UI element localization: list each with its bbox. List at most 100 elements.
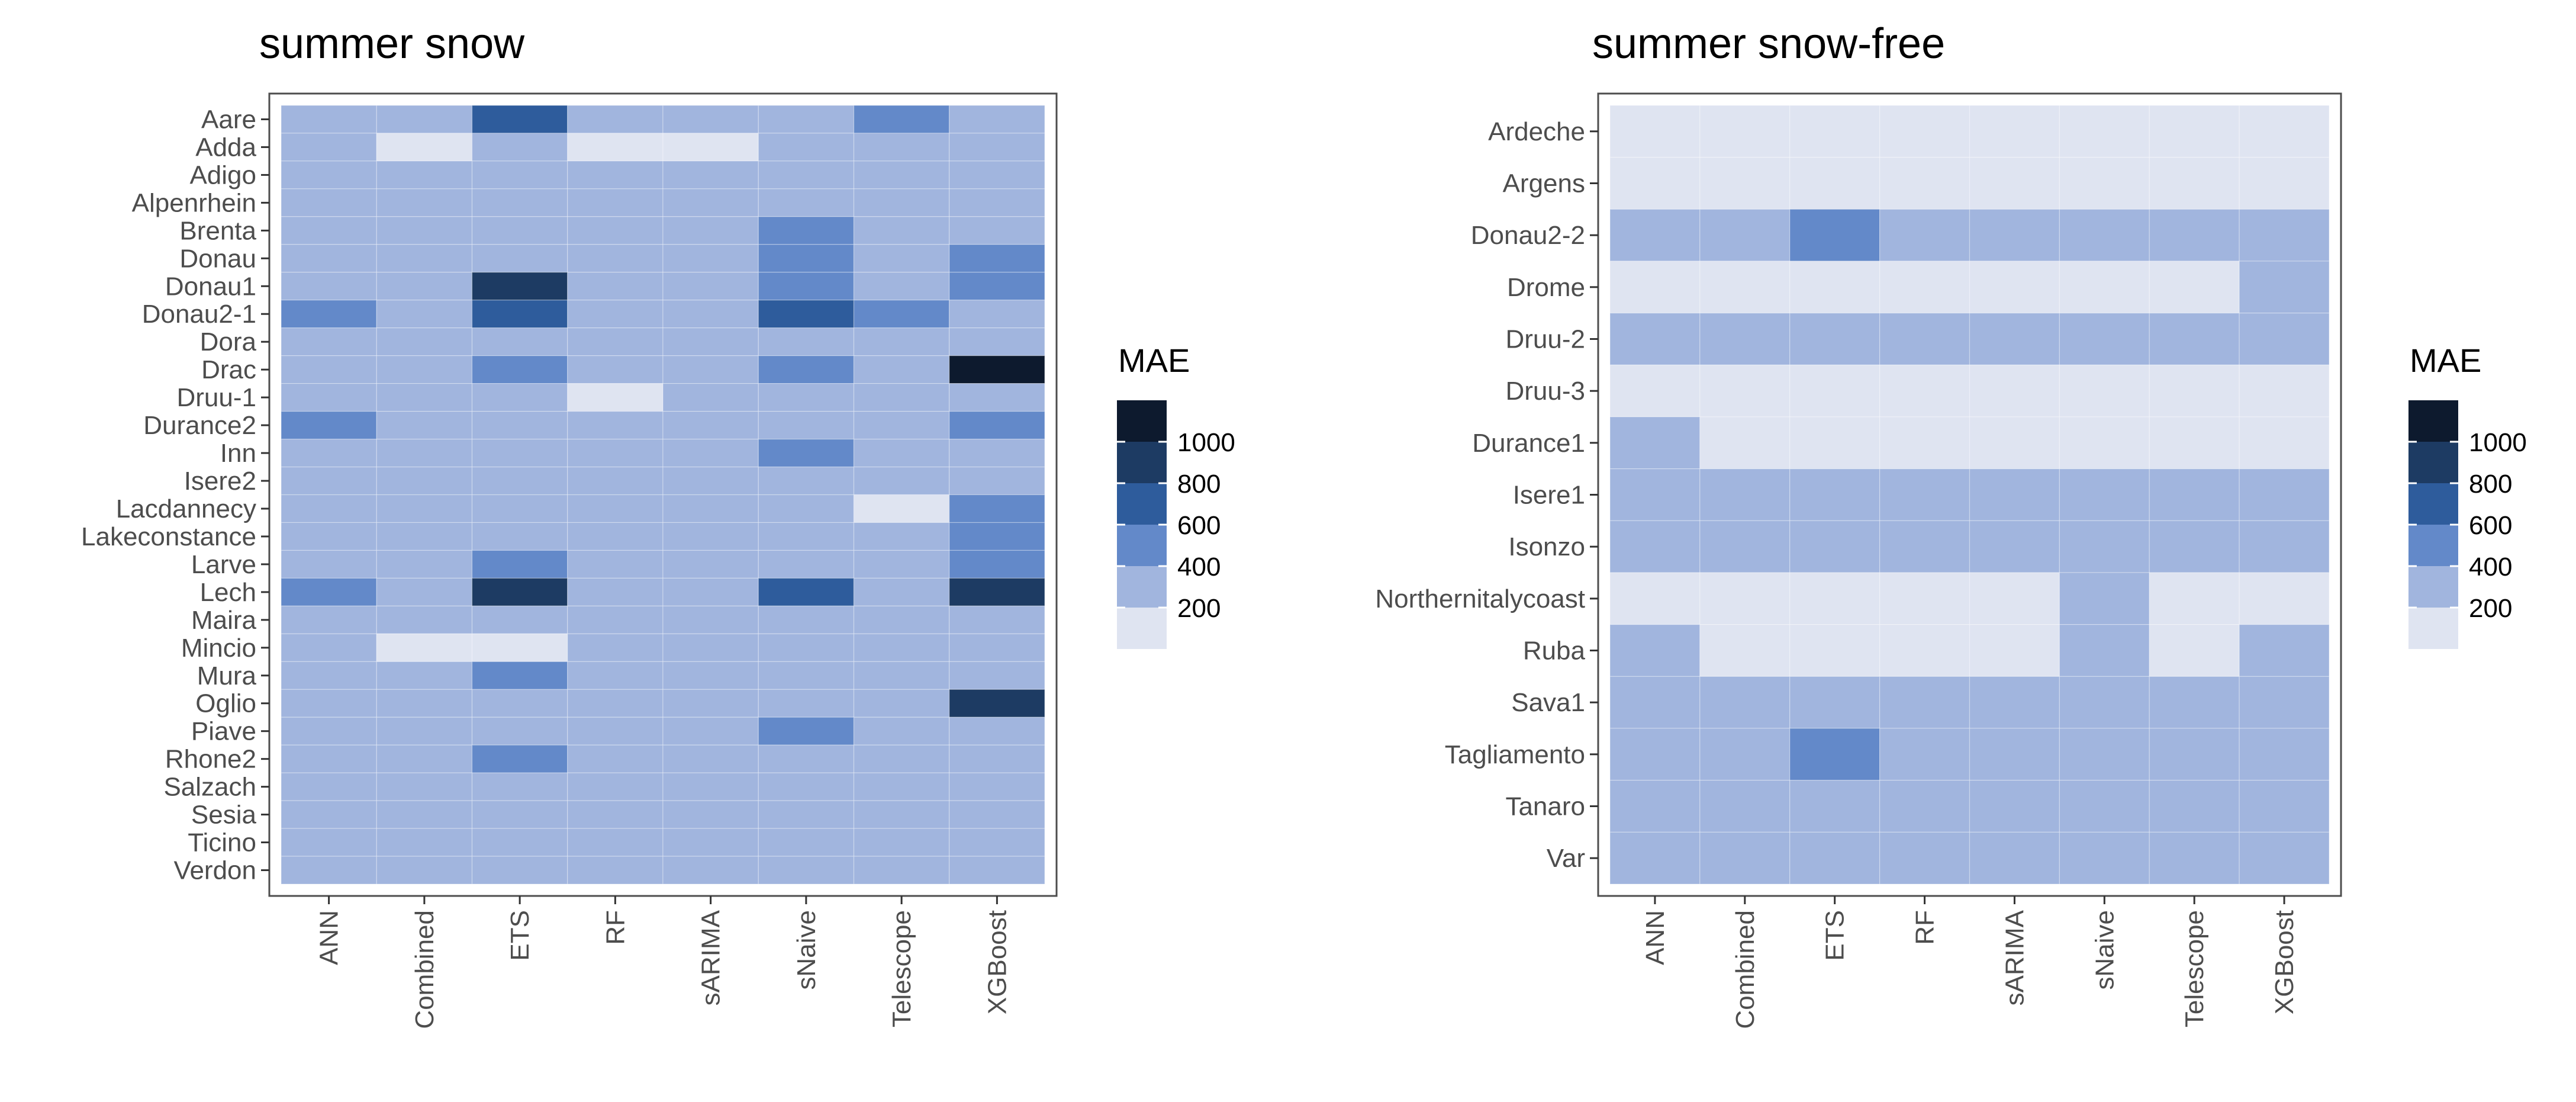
heatmap-cell	[2059, 416, 2150, 470]
heatmap-cell	[2059, 572, 2150, 625]
heatmap-cell	[853, 550, 950, 579]
x-tick-label: RF	[601, 910, 630, 945]
heatmap-cell	[949, 522, 1045, 551]
heatmap-cell	[1609, 520, 1701, 573]
heatmap-cell	[1879, 831, 1970, 885]
legend-swatch	[1117, 442, 1167, 483]
heatmap-cell	[758, 494, 855, 523]
x-tick-label: XGBoost	[983, 910, 1012, 1014]
heatmap-cell	[567, 744, 664, 773]
y-tick-label: Tanaro	[1505, 792, 1585, 821]
heatmap-cell	[471, 105, 568, 134]
heatmap-cell	[758, 438, 855, 468]
heatmap-cell	[758, 522, 855, 551]
legend-title: MAE	[1118, 342, 1190, 379]
legend-tick-label: 800	[1177, 470, 1221, 499]
heatmap-cell	[1699, 728, 1791, 781]
heatmap-cell	[1969, 105, 2060, 158]
heatmap-cell	[662, 550, 759, 579]
heatmap-cell	[281, 856, 377, 885]
heatmap-cell	[853, 272, 950, 301]
heatmap-cell	[567, 856, 664, 885]
heatmap-cell	[853, 800, 950, 829]
y-tick-label: Donau1	[165, 272, 256, 301]
heatmap-cell	[2239, 313, 2330, 365]
heatmap-cell	[1879, 780, 1970, 833]
heatmap-cell	[2149, 831, 2240, 885]
heatmap-cell	[281, 661, 377, 690]
heatmap-cell	[758, 577, 855, 606]
chart-title: summer snow	[259, 20, 525, 68]
heatmap-cell	[2059, 831, 2150, 885]
heatmap-cell	[281, 522, 377, 551]
heatmap-cell	[949, 411, 1045, 440]
x-tick-label: ETS	[505, 910, 534, 961]
heatmap-cell	[949, 327, 1045, 356]
heatmap-cell	[758, 411, 855, 440]
heatmap-cell	[758, 466, 855, 496]
heatmap-cell	[853, 133, 950, 162]
heatmap-cell	[376, 856, 473, 885]
heatmap-cell	[758, 717, 855, 746]
heatmap-cell	[662, 300, 759, 329]
heatmap-cell	[662, 772, 759, 801]
heatmap-cell	[376, 383, 473, 412]
heatmap-cell	[281, 411, 377, 440]
heatmap-cell	[376, 689, 473, 718]
heatmap-cell	[471, 828, 568, 857]
heatmap-cell	[662, 494, 759, 523]
legend-swatch	[1117, 483, 1167, 525]
heatmap-cell	[1609, 105, 1701, 158]
heatmap-cell	[662, 689, 759, 718]
y-tick-label: Argens	[1503, 169, 1585, 198]
heatmap-cell	[1699, 780, 1791, 833]
heatmap-cell	[1609, 416, 1701, 470]
heatmap-cell	[1609, 728, 1701, 781]
heatmap-cell	[281, 300, 377, 329]
heatmap-cell	[662, 216, 759, 245]
heatmap-cell	[281, 577, 377, 606]
heatmap-cell	[949, 494, 1045, 523]
legend-swatch	[1117, 525, 1167, 566]
heatmap-cell	[376, 577, 473, 606]
x-tick-label: ETS	[1821, 910, 1850, 961]
heatmap-cell	[1879, 261, 1970, 314]
heatmap-cell	[2239, 261, 2330, 314]
y-tick-label: Alpenrhein	[132, 188, 256, 217]
heatmap-cell	[281, 160, 377, 189]
heatmap-cell	[567, 327, 664, 356]
heatmap-cell	[1789, 728, 1881, 781]
heatmap-cell	[1969, 624, 2060, 677]
heatmap-cell	[567, 772, 664, 801]
x-tick-label: RF	[1911, 910, 1940, 945]
heatmap-cell	[376, 244, 473, 273]
heatmap-cell	[471, 383, 568, 412]
heatmap-cell	[2239, 624, 2330, 677]
heatmap-cell	[281, 772, 377, 801]
heatmap-cell	[1699, 831, 1791, 885]
heatmap-cell	[662, 856, 759, 885]
heatmap-cell	[1699, 520, 1791, 573]
heatmap-cell	[567, 300, 664, 329]
heatmap-cell	[758, 828, 855, 857]
heatmap-cell	[281, 633, 377, 662]
heatmap-cell	[281, 800, 377, 829]
heatmap-cell	[949, 383, 1045, 412]
heatmap-cell	[662, 744, 759, 773]
heatmap-cell	[281, 744, 377, 773]
heatmap-cell	[2059, 313, 2150, 365]
y-tick-label: Rhone2	[165, 745, 256, 774]
heatmap-cell	[567, 800, 664, 829]
heatmap-cell	[1699, 416, 1791, 470]
heatmap-cell	[1789, 572, 1881, 625]
y-tick-label: Donau2-2	[1471, 221, 1585, 250]
heatmap-cell	[853, 466, 950, 496]
heatmap-cell	[471, 160, 568, 189]
heatmap-cell	[281, 438, 377, 468]
y-tick-label: Dora	[200, 327, 257, 356]
heatmap-cell	[567, 494, 664, 523]
heatmap-cell	[376, 550, 473, 579]
x-tick-label: XGBoost	[2270, 910, 2299, 1014]
heatmap-cell	[471, 216, 568, 245]
